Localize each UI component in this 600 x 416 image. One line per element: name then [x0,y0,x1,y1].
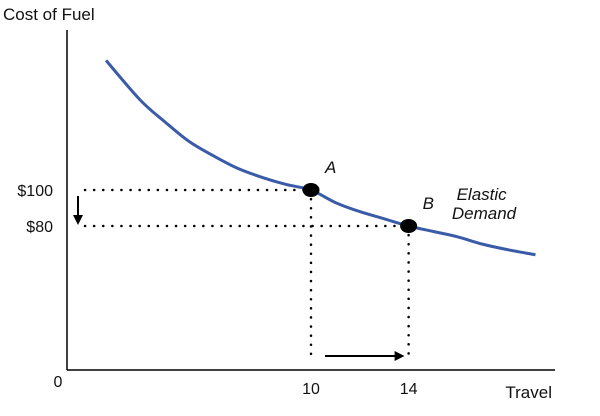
x-tick-label: 10 [302,381,320,398]
x-axis-label: Travel [505,383,552,402]
origin-label: 0 [54,374,63,391]
point-A [302,183,320,197]
data-points: AB [302,158,434,233]
guide-lines [83,188,410,358]
point-label-A: A [324,158,336,177]
series-label-line-2: Demand [452,204,517,223]
y-tick-label: $80 [26,219,53,236]
y-tick-label: $100 [17,183,53,200]
point-B [400,219,418,233]
x-tick-label: 14 [400,381,418,398]
demand-curve [104,59,536,257]
tick-labels: 10 14 $100 $80 [17,183,417,398]
y-axis-label: Cost of Fuel [3,5,95,24]
point-label-B: B [423,194,434,213]
series-label-line-1: Elastic [457,185,508,204]
series-label: Elastic Demand [452,185,517,223]
